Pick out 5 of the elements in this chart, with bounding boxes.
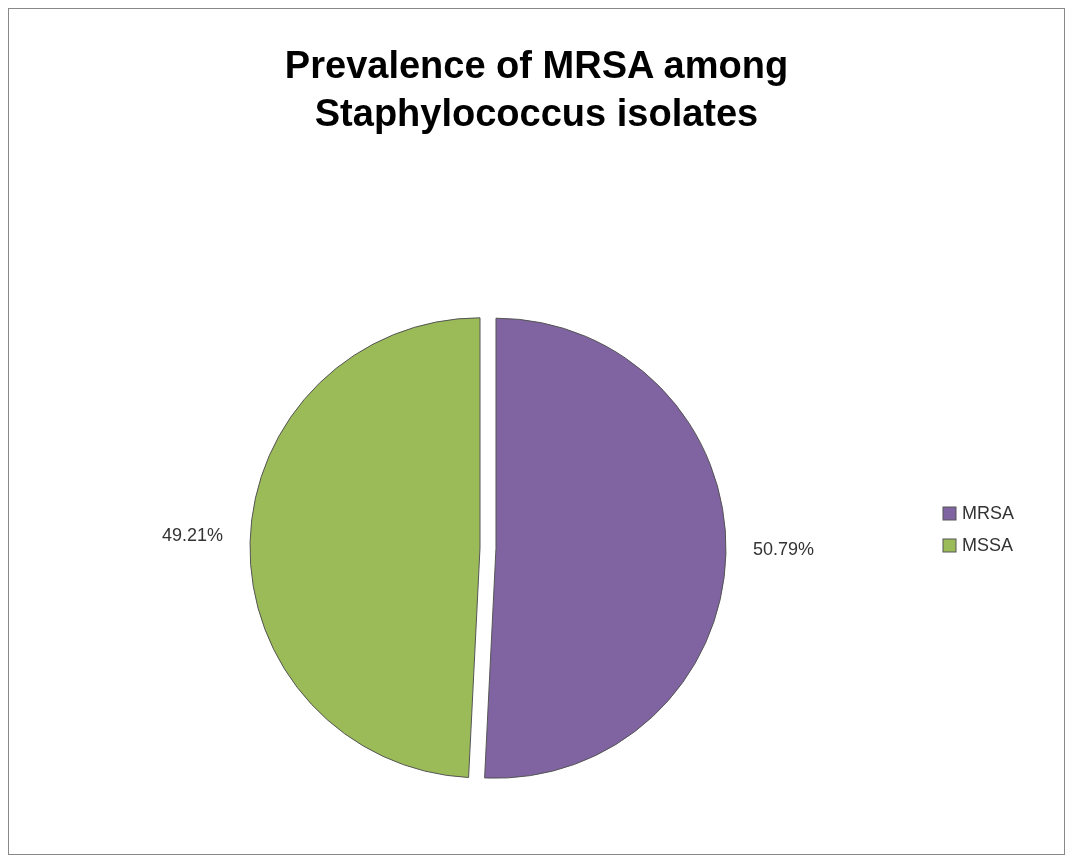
legend-label: MSSA — [962, 535, 1014, 555]
data-label: 49.21% — [162, 524, 224, 545]
chart-title: Prevalence of MRSA among Staphylococcus isolates — [284, 44, 789, 134]
legend-label: MRSA — [962, 503, 1015, 523]
data-label: 50.79% — [752, 539, 814, 560]
